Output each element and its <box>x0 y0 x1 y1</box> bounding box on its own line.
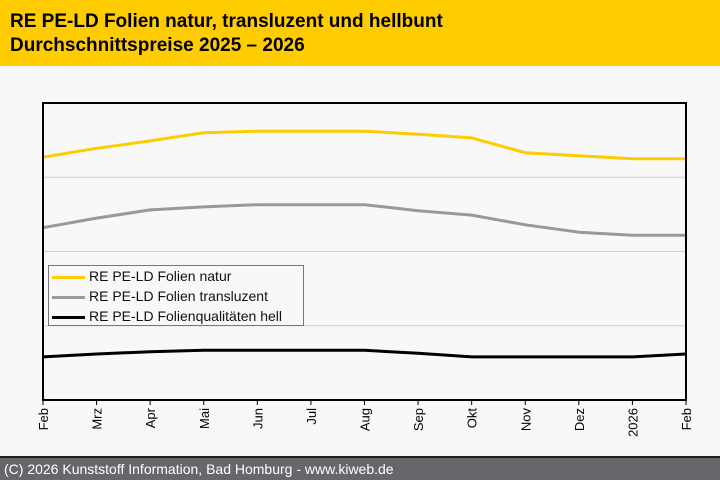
series-lines <box>42 129 687 359</box>
legend-label: RE PE-LD Folien transluzent <box>89 288 268 304</box>
footer-bar: (C) 2026 Kunststoff Information, Bad Hom… <box>0 456 720 480</box>
legend-swatch-natur <box>52 276 85 279</box>
x-tick-label: Mrz <box>90 408 105 430</box>
x-tick-label: Dez <box>572 408 587 431</box>
x-tick-label: Feb <box>679 408 694 430</box>
x-tick-label: Feb <box>36 408 51 430</box>
series-line-1 <box>42 203 686 237</box>
legend: RE PE-LD Folien natur RE PE-LD Folien tr… <box>48 265 304 326</box>
x-axis-labels: Feb Mrz Apr Mai Jun Jul Aug Sep Okt Nov Dez 2026 Feb <box>36 407 694 437</box>
chart-subtitle: Durchschnittspreise 2025 – 2026 <box>10 35 305 56</box>
x-tick-label: Jun <box>250 408 265 429</box>
x-tick-label: Sep <box>411 408 426 431</box>
legend-label: RE PE-LD Folien natur <box>89 268 232 284</box>
legend-swatch-hell <box>52 316 85 319</box>
x-tick-label: Nov <box>518 408 533 432</box>
x-tick-label: Apr <box>143 407 158 428</box>
series-line-0 <box>42 129 686 161</box>
header-banner: RE PE-LD Folien natur, transluzent und h… <box>0 0 720 66</box>
x-tick-label: Aug <box>358 408 373 431</box>
series-line-2 <box>42 348 687 359</box>
copyright-text: (C) 2026 Kunststoff Information, Bad Hom… <box>4 461 394 477</box>
legend-item-transluzent: RE PE-LD Folien transluzent <box>49 287 303 307</box>
x-tick-label: Jul <box>304 408 319 425</box>
legend-swatch-transluzent <box>52 296 85 299</box>
x-tick-label: Okt <box>465 408 480 429</box>
legend-item-natur: RE PE-LD Folien natur <box>49 267 303 287</box>
x-axis-ticks <box>42 400 687 405</box>
line-chart: Feb Mrz Apr Mai Jun Jul Aug Sep Okt Nov Dez 2026 Feb <box>36 102 694 437</box>
legend-label: RE PE-LD Folienqualitäten hell <box>89 308 282 324</box>
x-tick-label: 2026 <box>625 408 640 437</box>
x-tick-label: Mai <box>197 408 212 429</box>
chart-title: RE PE-LD Folien natur, transluzent und h… <box>10 11 443 32</box>
legend-item-hell: RE PE-LD Folienqualitäten hell <box>49 307 303 327</box>
